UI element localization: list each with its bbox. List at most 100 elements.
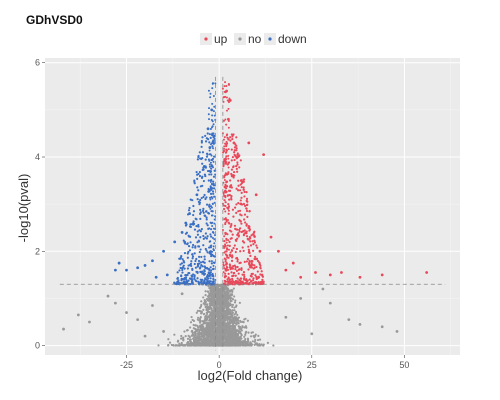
point-no	[250, 344, 253, 347]
point-up	[224, 221, 227, 224]
point-down	[207, 179, 210, 182]
point-down	[213, 238, 216, 241]
point-up	[229, 136, 232, 139]
point-down	[192, 220, 195, 223]
point-no	[204, 293, 207, 297]
point-no	[241, 325, 244, 328]
point-down	[214, 228, 217, 231]
point-up	[226, 206, 229, 209]
x-axis-title: log2(Fold change)	[198, 368, 303, 383]
point-down	[201, 168, 204, 171]
point-up	[227, 101, 230, 104]
point-up	[224, 272, 227, 275]
point-up	[227, 107, 230, 110]
point-no	[235, 316, 238, 319]
point-no	[233, 340, 236, 343]
point-up	[256, 270, 259, 273]
point-no	[266, 341, 270, 344]
point-up	[240, 222, 243, 225]
point-up	[243, 190, 246, 193]
point-up	[238, 278, 241, 282]
point-up	[258, 261, 261, 264]
point-up	[250, 266, 254, 269]
point-no	[210, 297, 213, 300]
point-no	[136, 318, 140, 322]
point-down	[208, 165, 211, 168]
point-no	[205, 308, 208, 312]
point-no	[212, 309, 216, 312]
point-up	[222, 160, 225, 163]
point-up	[235, 187, 238, 190]
point-up	[230, 168, 234, 171]
point-up	[223, 147, 226, 150]
point-down	[199, 230, 202, 233]
point-up	[242, 188, 245, 191]
point-up	[230, 266, 233, 269]
point-down	[199, 266, 202, 269]
point-no	[196, 328, 199, 331]
point-up	[225, 269, 228, 272]
point-down	[178, 269, 181, 272]
point-up	[233, 149, 236, 152]
point-no	[209, 292, 212, 296]
point-no	[233, 313, 236, 316]
point-no	[215, 291, 218, 295]
point-down	[210, 206, 213, 209]
point-down	[187, 250, 190, 254]
point-no	[395, 330, 399, 333]
point-down	[208, 133, 211, 136]
point-down	[203, 193, 206, 197]
point-no	[191, 333, 195, 337]
y-tick-label: 0	[35, 341, 40, 351]
point-up	[242, 202, 246, 206]
point-down	[204, 214, 207, 217]
point-up	[246, 279, 249, 282]
point-no	[248, 343, 251, 347]
point-no	[219, 313, 222, 316]
point-down	[212, 231, 215, 234]
point-no	[204, 331, 207, 335]
point-no	[207, 305, 210, 309]
point-up	[248, 209, 251, 213]
point-no	[221, 319, 224, 322]
point-down	[211, 82, 214, 85]
point-up	[232, 280, 235, 283]
point-no	[310, 332, 314, 336]
point-no	[210, 313, 214, 316]
point-no	[243, 335, 246, 338]
point-up	[227, 162, 230, 165]
point-up	[223, 178, 226, 181]
point-down	[203, 261, 206, 264]
point-no	[204, 321, 207, 324]
point-down	[180, 231, 184, 234]
point-up	[239, 227, 242, 230]
point-no	[232, 320, 235, 323]
point-up	[242, 186, 245, 189]
point-up	[232, 274, 235, 277]
point-no	[251, 331, 254, 334]
point-no	[231, 290, 234, 293]
point-no	[197, 334, 200, 337]
point-up	[236, 265, 239, 269]
point-no	[215, 311, 218, 314]
point-up	[245, 209, 249, 213]
point-up	[247, 248, 250, 251]
point-down	[179, 263, 182, 266]
point-down	[211, 250, 214, 253]
point-up	[237, 268, 240, 271]
point-down	[199, 198, 202, 202]
point-down	[205, 216, 208, 219]
point-up	[227, 172, 230, 175]
point-down	[206, 153, 209, 156]
legend-label-down: down	[278, 32, 307, 46]
point-no	[194, 332, 197, 335]
point-up	[224, 201, 227, 204]
point-up	[240, 191, 243, 194]
point-up	[223, 199, 226, 202]
point-no	[228, 313, 231, 316]
point-up	[248, 250, 251, 253]
point-down	[196, 230, 199, 233]
point-no	[199, 317, 202, 320]
point-down	[212, 248, 215, 251]
point-down	[196, 241, 199, 244]
